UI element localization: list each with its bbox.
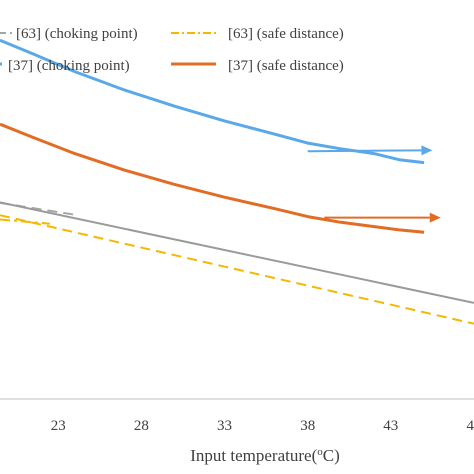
x-tick-label: 23 xyxy=(51,418,66,434)
series-line-2 xyxy=(0,38,425,165)
plot-area xyxy=(0,38,474,325)
trend-arrow-0 xyxy=(307,145,433,156)
series-line-5 xyxy=(0,214,474,325)
series-line-0 xyxy=(0,201,75,216)
legend: [63] (choking point) [63] (safe distance… xyxy=(0,26,344,74)
series-line-3 xyxy=(0,122,425,234)
legend-label-63-safe: [63] (safe distance) xyxy=(228,26,344,42)
x-axis-label: Input temperature(oC) xyxy=(190,446,339,465)
legend-label-37-choking: [37] (choking point) xyxy=(8,58,130,74)
x-tick-labels: 23 28 33 38 43 48 xyxy=(51,418,474,434)
x-tick-label: 43 xyxy=(383,418,398,434)
series-line-4 xyxy=(0,201,474,304)
x-tick-label: 33 xyxy=(217,418,232,434)
x-tick-label: 38 xyxy=(300,418,315,434)
x-tick-label: 28 xyxy=(134,418,149,434)
trend-arrow-1 xyxy=(324,212,441,223)
x-tick-label: 48 xyxy=(467,418,474,434)
x-axis: 23 28 33 38 43 48 Input temperature(oC) xyxy=(0,398,474,465)
legend-label-37-safe: [37] (safe distance) xyxy=(228,58,344,74)
legend-label-63-choking: [63] (choking point) xyxy=(16,26,138,42)
